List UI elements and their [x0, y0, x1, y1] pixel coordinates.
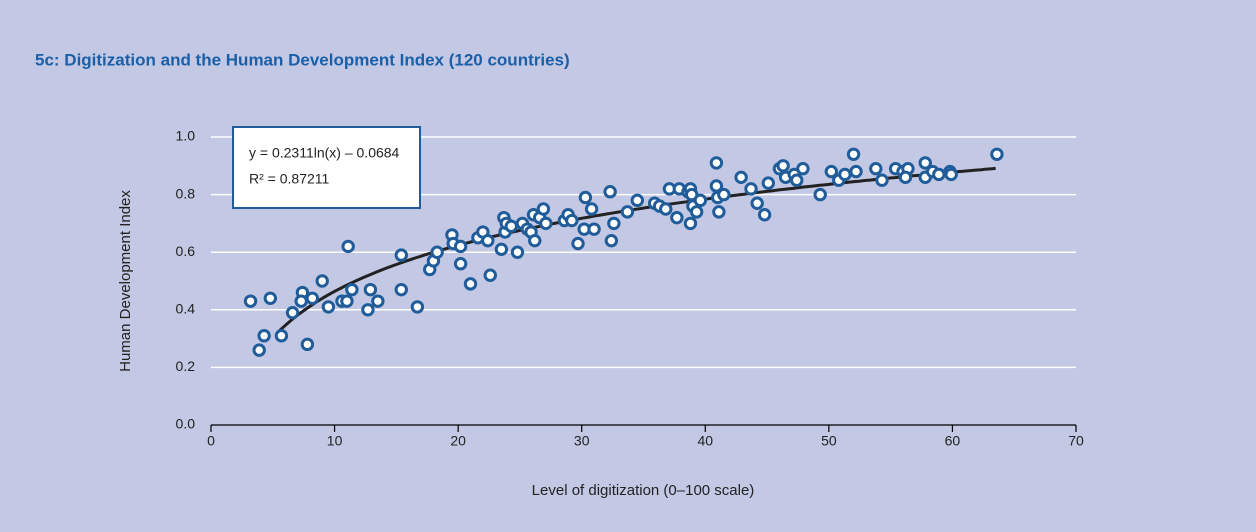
point [744, 182, 758, 196]
y-tick-label: 0.0 [176, 416, 196, 432]
point [796, 161, 810, 176]
point [875, 173, 889, 187]
point [453, 239, 468, 254]
point [453, 257, 468, 271]
point [345, 282, 359, 297]
point [659, 202, 673, 216]
point [481, 233, 495, 248]
point [430, 245, 444, 259]
point [243, 294, 258, 308]
x-tick-label: 40 [697, 433, 713, 449]
point [790, 173, 804, 187]
point [932, 167, 946, 182]
point [341, 239, 355, 254]
point [898, 170, 913, 185]
point [603, 185, 617, 199]
point [717, 187, 731, 202]
x-tick-label: 10 [327, 433, 343, 449]
point [693, 193, 708, 208]
point [824, 164, 839, 179]
point [838, 167, 852, 182]
point [670, 210, 684, 225]
point [712, 205, 726, 219]
point [510, 245, 525, 259]
point [361, 303, 375, 317]
r-squared: R² = 0.87211 [249, 171, 330, 187]
point [689, 205, 704, 219]
point [869, 161, 883, 176]
point [504, 219, 518, 233]
point [761, 176, 776, 190]
point [571, 236, 585, 251]
point [463, 277, 478, 291]
point [321, 300, 336, 314]
point [528, 233, 542, 248]
point [536, 202, 551, 216]
point [944, 167, 958, 182]
point [257, 329, 271, 343]
point [565, 213, 579, 228]
point [757, 208, 772, 222]
x-tick-label: 0 [207, 433, 215, 449]
x-tick-label: 30 [574, 433, 590, 449]
point [683, 216, 698, 231]
point [587, 222, 601, 236]
point [371, 294, 385, 308]
chart-title: 5c: Digitization and the Human Developme… [35, 50, 570, 69]
point [620, 205, 635, 219]
point [410, 300, 425, 314]
x-axis-label: Level of digitization (0–100 scale) [532, 482, 755, 499]
point [394, 248, 408, 262]
y-tick-label: 0.4 [176, 301, 196, 317]
x-tick-label: 60 [945, 433, 961, 449]
x-tick-label: 50 [821, 433, 837, 449]
point [849, 164, 863, 179]
point [990, 147, 1004, 161]
point [539, 216, 553, 231]
equation: y = 0.2311ln(x) – 0.0684 [249, 145, 400, 161]
point [394, 282, 408, 297]
point [630, 193, 645, 208]
y-axis-label: Human Development Index [117, 190, 134, 372]
point [315, 274, 329, 288]
point [776, 159, 790, 173]
point [263, 291, 278, 305]
y-tick-label: 0.2 [176, 358, 196, 374]
y-tick-label: 0.6 [176, 243, 196, 259]
x-tick-label: 20 [450, 433, 466, 449]
point [300, 337, 315, 352]
point [363, 282, 378, 297]
point [813, 187, 827, 202]
x-tick-label: 70 [1068, 433, 1084, 449]
point [846, 147, 861, 161]
point [584, 202, 599, 216]
point [918, 156, 932, 170]
point [285, 305, 300, 320]
point [294, 294, 308, 308]
point [709, 156, 724, 170]
equation-box [232, 126, 421, 209]
point [252, 343, 266, 357]
point [578, 190, 593, 205]
point [604, 233, 619, 248]
y-tick-label: 1.0 [176, 128, 196, 144]
point [483, 268, 497, 282]
point [274, 329, 289, 343]
point [607, 216, 621, 231]
point [750, 196, 764, 210]
y-tick-label: 0.8 [176, 185, 196, 201]
point [305, 291, 320, 305]
point [734, 170, 748, 185]
point [340, 294, 354, 308]
point [494, 242, 509, 257]
